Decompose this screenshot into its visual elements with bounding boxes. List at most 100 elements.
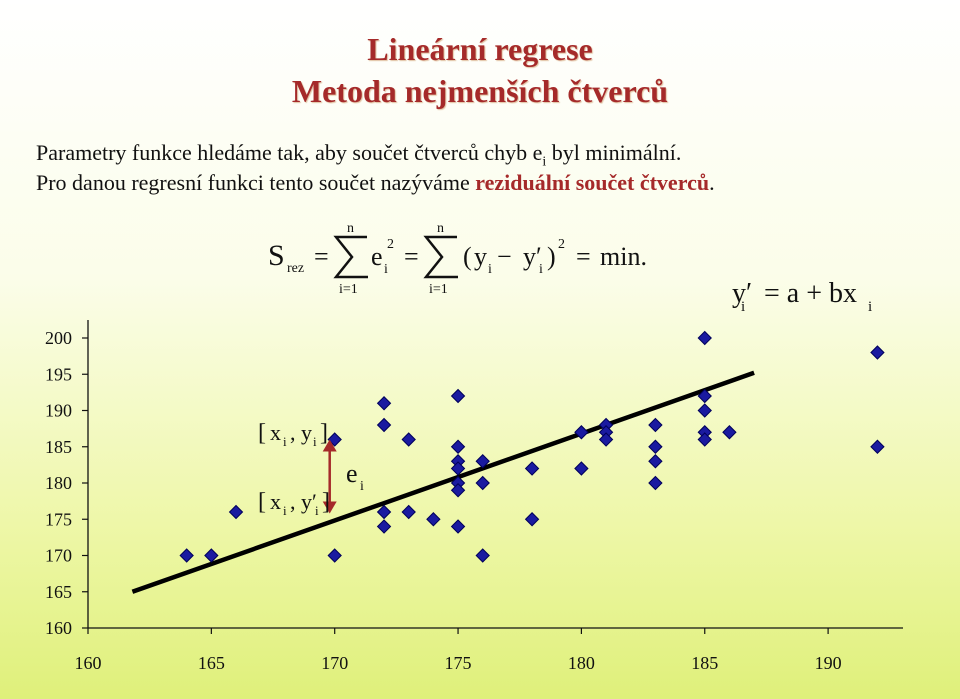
data-point xyxy=(648,475,663,491)
y-tick-label: 165 xyxy=(45,582,72,602)
point-label-y-subscript: i xyxy=(313,434,317,449)
intro-line-1-subscript: i xyxy=(542,154,547,170)
point-label-comma: , y xyxy=(290,420,312,445)
y-tick-label: 180 xyxy=(45,473,72,493)
data-point xyxy=(426,512,441,527)
formula-y-fitted-subscript: i xyxy=(539,262,543,277)
data-point xyxy=(722,425,737,440)
residual-label-subscript: i xyxy=(360,479,364,494)
chart-axes: 160 165 170 175 180 185 190 195 200 160 165 170 175 1… xyxy=(45,320,903,673)
data-point xyxy=(376,417,392,433)
formula-e-square: 2 xyxy=(387,237,394,252)
formula-equals-3: = xyxy=(576,242,591,271)
data-point xyxy=(475,454,490,469)
data-point xyxy=(450,461,466,476)
data-point xyxy=(450,388,466,404)
formula-y: y xyxy=(474,242,487,271)
intro-line-2-end: . xyxy=(709,170,715,195)
residual-label: e i xyxy=(346,459,364,494)
intro-line-1-tail: byl minimální. xyxy=(546,140,682,165)
regression-line xyxy=(131,370,755,594)
residual-arrow-head-bottom xyxy=(322,501,337,514)
data-point xyxy=(401,432,416,447)
x-tick-label: 180 xyxy=(568,653,595,673)
data-point xyxy=(648,439,663,454)
data-point xyxy=(870,345,885,360)
y-tick-label: 185 xyxy=(45,437,72,457)
data-point xyxy=(697,330,712,346)
x-tick-label: 170 xyxy=(321,653,348,673)
fitted-label-x-subscript: i xyxy=(283,503,287,518)
data-point xyxy=(327,548,342,563)
formula-paren-open: ( xyxy=(463,242,472,271)
intro-line-1: Parametry funkce hledáme tak, aby součet… xyxy=(36,140,681,170)
formula-y-subscript: i xyxy=(488,262,492,277)
data-point xyxy=(450,519,466,534)
data-point xyxy=(697,388,712,404)
data-point xyxy=(179,548,194,563)
data-point xyxy=(870,439,885,454)
intro-line-2: Pro danou regresní funkci tento součet n… xyxy=(36,170,715,196)
data-point xyxy=(524,461,540,476)
sum-formula: S rez = n i=1 e i 2 = n i=1 ( y i − y′ i… xyxy=(268,221,647,297)
point-label-bracket-close: ] xyxy=(320,420,328,446)
point-label-x-subscript: i xyxy=(283,434,287,449)
residual-label-e: e xyxy=(346,459,358,488)
formula-equals-1: = xyxy=(314,242,329,271)
data-point xyxy=(648,454,663,469)
data-point xyxy=(648,417,663,433)
sigma-lower-1: i=1 xyxy=(339,282,358,297)
formula-equals-2: = xyxy=(404,242,419,271)
regression-y-fitted: y′ xyxy=(732,278,752,309)
point-label-bracket: [ xyxy=(258,420,266,446)
fitted-point-label: [ x i , y′ i ] xyxy=(258,489,330,518)
y-tick-label: 160 xyxy=(45,618,72,638)
formula-e: e xyxy=(371,242,383,271)
data-point xyxy=(598,432,614,447)
sigma-symbol-2 xyxy=(423,235,458,279)
regression-y-subscript: i xyxy=(741,299,745,315)
data-point xyxy=(376,519,392,534)
regression-formula: y′ i = a + bx i xyxy=(732,278,872,315)
title-line-1: Lineární regrese xyxy=(367,31,593,67)
x-tick-label: 165 xyxy=(198,653,225,673)
sigma-lower-2: i=1 xyxy=(429,282,448,297)
point-label: [ x i , y i ] xyxy=(258,420,328,449)
data-point xyxy=(376,396,392,411)
formula-s: S xyxy=(268,239,285,272)
sigma-upper-1: n xyxy=(347,221,354,236)
x-tick-label: 160 xyxy=(75,653,102,673)
regression-equals: = a + bx xyxy=(764,278,857,309)
residual-arrow-head-top xyxy=(322,439,337,452)
data-point xyxy=(401,504,416,520)
fitted-label-y-subscript: i xyxy=(315,503,319,518)
data-point xyxy=(450,439,466,454)
x-tick-label: 190 xyxy=(815,653,842,673)
fitted-label-bracket: [ xyxy=(258,489,266,515)
intro-line-1-text: Parametry funkce hledáme tak, aby součet… xyxy=(36,140,543,165)
point-label-x: x xyxy=(270,420,281,445)
fitted-label-bracket-close: ] xyxy=(322,489,330,515)
formula-paren-close: ) xyxy=(547,242,556,271)
x-tick-label: 175 xyxy=(445,653,472,673)
y-tick-label: 190 xyxy=(45,401,72,421)
formula-min: min. xyxy=(600,242,647,271)
formula-y-fitted: y′ xyxy=(523,242,542,271)
data-point xyxy=(475,548,490,563)
sigma-upper-2: n xyxy=(437,221,444,236)
y-tick-label: 200 xyxy=(45,328,72,348)
y-tick-label: 170 xyxy=(45,546,72,566)
data-point xyxy=(204,548,219,563)
formula-square: 2 xyxy=(558,237,565,252)
residual-arrow-group xyxy=(322,439,337,514)
data-point xyxy=(697,432,712,447)
title-line-2: Metoda nejmenších čtverců xyxy=(291,73,669,109)
x-tick-label: 185 xyxy=(691,653,718,673)
regression-line-group xyxy=(131,370,755,594)
data-point xyxy=(524,512,540,527)
y-tick-label: 175 xyxy=(45,509,72,529)
y-tick-label: 195 xyxy=(45,364,72,384)
data-point xyxy=(228,504,244,520)
formula-rez-subscript: rez xyxy=(287,261,304,276)
